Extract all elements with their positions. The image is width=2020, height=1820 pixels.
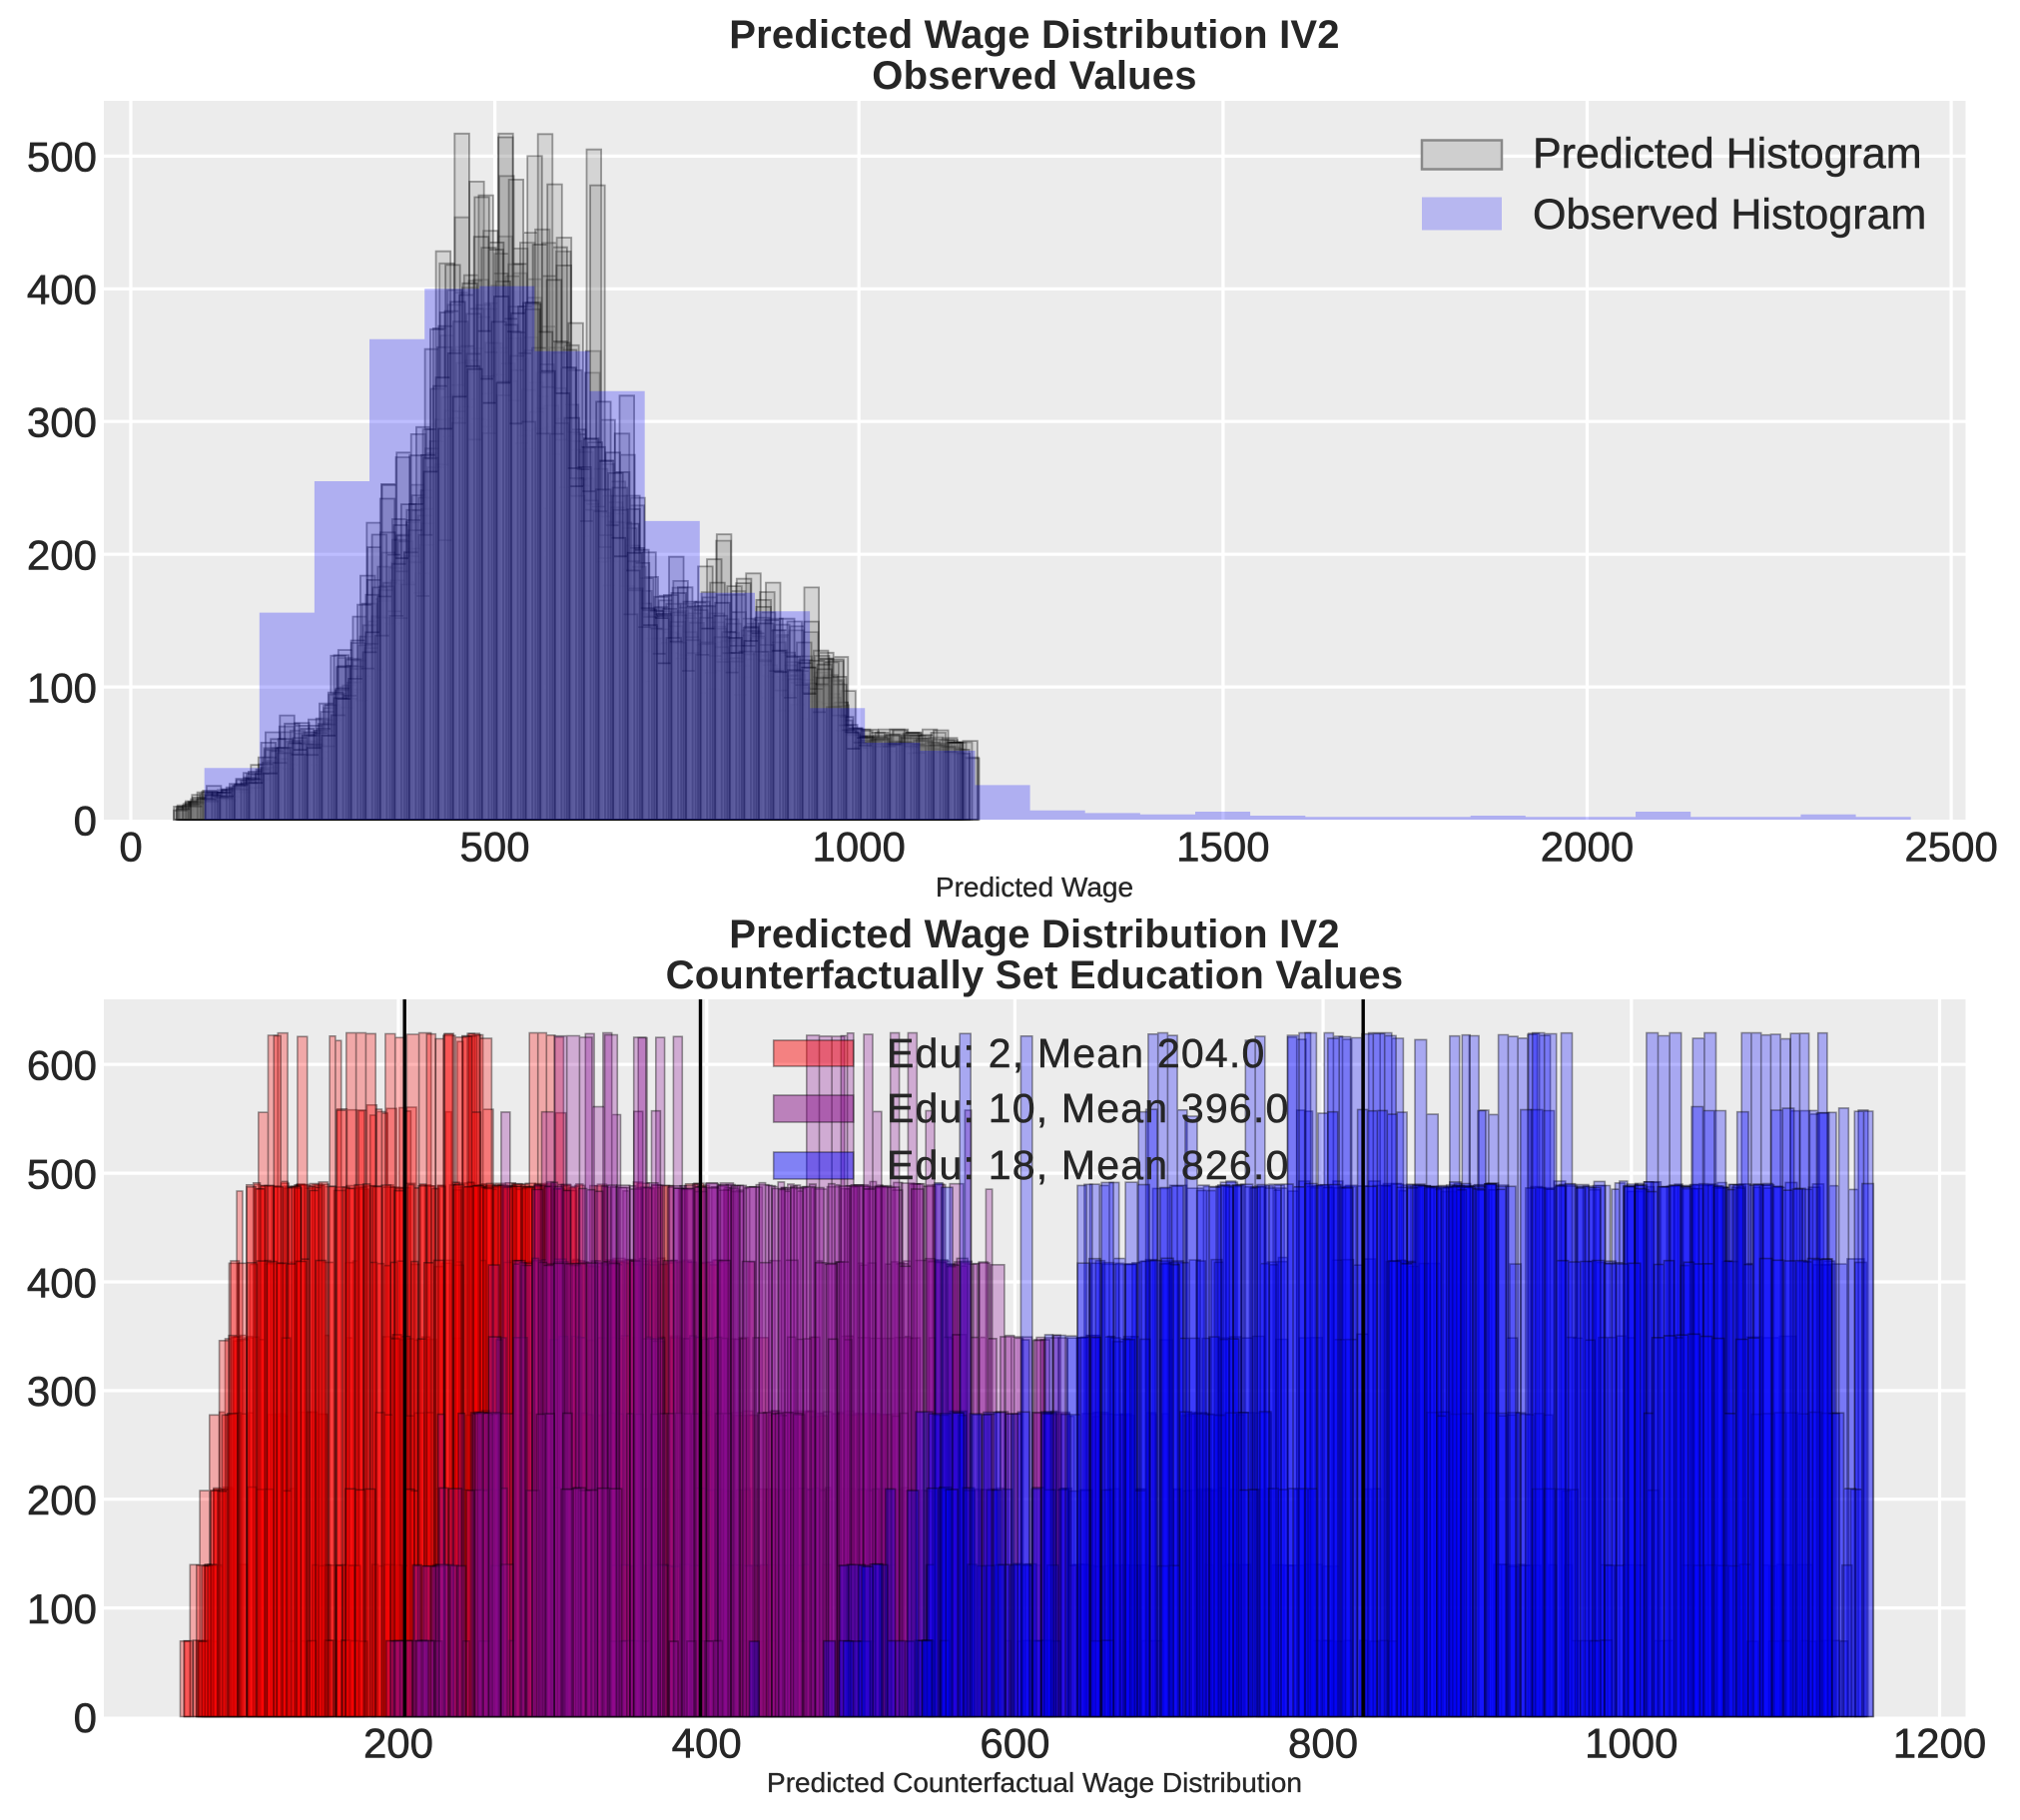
svg-text:400: 400 xyxy=(27,267,97,313)
svg-text:0: 0 xyxy=(119,823,142,870)
svg-text:500: 500 xyxy=(460,823,530,870)
svg-text:400: 400 xyxy=(672,1720,742,1767)
svg-text:Predicted Wage Distribution IV: Predicted Wage Distribution IV2 xyxy=(729,13,1339,57)
svg-text:Predicted Histogram: Predicted Histogram xyxy=(1533,130,1922,178)
svg-text:Edu: 10, Mean 396.0: Edu: 10, Mean 396.0 xyxy=(887,1085,1289,1131)
svg-text:500: 500 xyxy=(27,1150,97,1197)
svg-text:Observed Histogram: Observed Histogram xyxy=(1533,191,1926,239)
svg-text:2500: 2500 xyxy=(1904,823,1997,870)
svg-text:Predicted Counterfactual Wage: Predicted Counterfactual Wage Distributi… xyxy=(767,1767,1302,1798)
svg-text:0: 0 xyxy=(74,797,97,844)
svg-text:100: 100 xyxy=(27,664,97,711)
svg-text:400: 400 xyxy=(27,1259,97,1306)
svg-text:Observed Values: Observed Values xyxy=(872,54,1196,98)
svg-text:200: 200 xyxy=(363,1720,433,1767)
svg-text:2000: 2000 xyxy=(1541,823,1634,870)
svg-text:1500: 1500 xyxy=(1176,823,1269,870)
svg-text:Predicted Wage Distribution IV: Predicted Wage Distribution IV2 xyxy=(729,912,1339,956)
svg-text:Predicted Wage: Predicted Wage xyxy=(936,872,1133,903)
svg-text:Edu: 2, Mean 204.0: Edu: 2, Mean 204.0 xyxy=(887,1030,1265,1076)
svg-text:500: 500 xyxy=(27,134,97,181)
svg-text:Edu: 18, Mean 826.0: Edu: 18, Mean 826.0 xyxy=(887,1142,1289,1188)
svg-text:Counterfactually Set Education: Counterfactually Set Education Values xyxy=(666,953,1404,997)
svg-text:600: 600 xyxy=(980,1720,1049,1767)
svg-text:200: 200 xyxy=(27,532,97,579)
svg-text:300: 300 xyxy=(27,399,97,446)
svg-text:1000: 1000 xyxy=(1585,1720,1678,1767)
svg-text:300: 300 xyxy=(27,1368,97,1415)
svg-text:600: 600 xyxy=(27,1042,97,1089)
svg-text:200: 200 xyxy=(27,1477,97,1523)
svg-text:1200: 1200 xyxy=(1893,1720,1986,1767)
svg-text:800: 800 xyxy=(1288,1720,1358,1767)
svg-text:100: 100 xyxy=(27,1585,97,1632)
svg-text:0: 0 xyxy=(74,1694,97,1741)
svg-text:1000: 1000 xyxy=(812,823,905,870)
